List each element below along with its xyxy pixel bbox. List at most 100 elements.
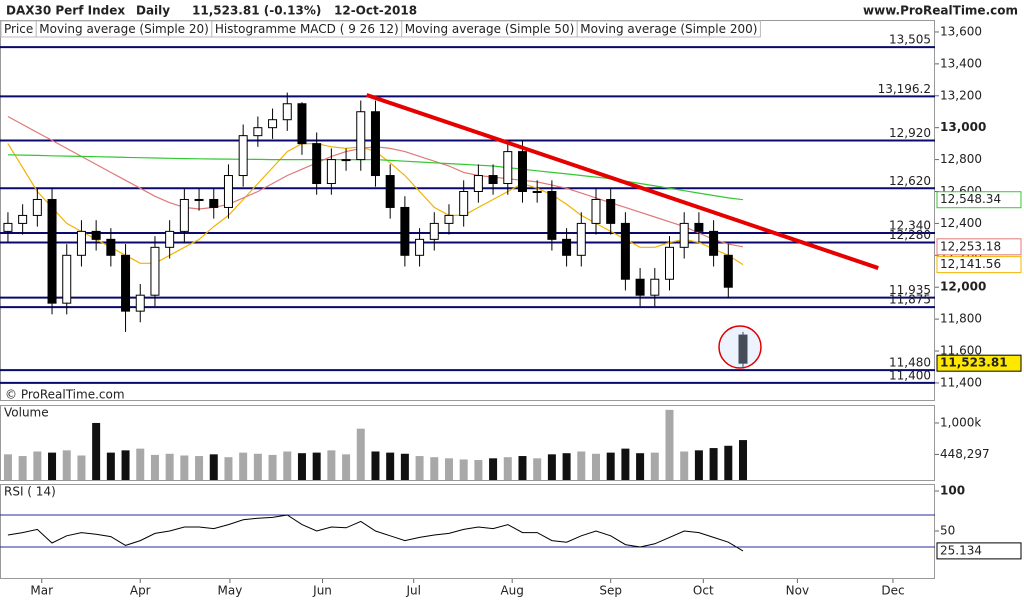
legend-text: Moving average (Simple 20) <box>39 22 209 36</box>
y-tick-label: 1,000k <box>940 415 981 429</box>
candle-body <box>444 214 454 224</box>
volume-bar <box>680 451 689 480</box>
legend-box <box>576 20 761 38</box>
volume-bar <box>430 457 439 480</box>
candle-body <box>723 254 733 288</box>
candle-body <box>209 198 219 208</box>
volume-bar <box>297 453 306 480</box>
legend-item: Price <box>0 20 37 38</box>
level-label: 11,935 <box>889 283 931 297</box>
x-tick-label: Aug <box>500 584 523 598</box>
candle-body <box>32 198 42 216</box>
y-tick-label: 11,800 <box>940 312 982 326</box>
volume-bar <box>165 453 174 480</box>
volume-bar <box>77 455 86 480</box>
candle-body <box>341 159 351 162</box>
legend-item: Moving average (Simple 200) <box>576 20 761 38</box>
candle-body <box>268 119 278 129</box>
volume-bar <box>209 454 218 480</box>
volume-bar <box>327 450 336 480</box>
volume-bar <box>386 452 395 480</box>
ma-badge: 12,548.34 <box>936 191 1022 209</box>
volume-bar <box>48 452 57 480</box>
candle-body <box>635 278 645 296</box>
volume-bar <box>106 452 115 480</box>
legend-item: Moving average (Simple 20) <box>35 20 213 38</box>
candle-body <box>415 238 425 256</box>
y-tick-label: 13,400 <box>940 56 982 70</box>
candle-body <box>488 175 498 185</box>
price-badge-text: 11,523.81 <box>940 356 1008 370</box>
candle-body <box>179 198 189 232</box>
level-label: 13,505 <box>889 33 931 47</box>
candle-body <box>76 230 86 256</box>
site: www.ProRealTime.com <box>863 4 1018 18</box>
candle-body <box>194 198 204 201</box>
candle-body <box>591 198 601 224</box>
candle-body <box>91 230 101 240</box>
volume-bar <box>3 454 12 480</box>
candle-body <box>429 222 439 240</box>
candle-body <box>679 222 689 248</box>
candle-body <box>47 198 57 304</box>
candle-body <box>135 294 145 312</box>
volume-bar <box>121 450 130 480</box>
volume-bar <box>371 451 380 480</box>
y-tick-label: 12,000 <box>940 280 986 294</box>
level-label: 11,875 <box>889 293 931 307</box>
volume-bar <box>577 451 586 480</box>
x-tick-label: May <box>218 584 243 598</box>
volume-bar <box>415 456 424 480</box>
candle-body <box>385 175 395 208</box>
y-tick-label: 100 <box>940 484 965 498</box>
level-label: 11,480 <box>889 356 931 370</box>
ma-badge-text: 12,141.56 <box>940 257 1001 271</box>
y-tick-label: 448,297 <box>940 447 990 461</box>
volume-bar <box>547 454 556 480</box>
ma-badge: 12,141.56 <box>936 256 1022 274</box>
x-tick-label: Jul <box>405 584 420 598</box>
candle-body <box>606 198 616 224</box>
volume-bar <box>92 422 101 480</box>
volume-bar <box>136 448 145 480</box>
candle-body <box>694 222 704 232</box>
y-tick-label: 50 <box>940 524 955 538</box>
x-tick-label: Sep <box>599 584 622 598</box>
candle-body <box>106 238 116 256</box>
symbol: DAX30 Perf Index <box>6 4 125 18</box>
date: 12-Oct-2018 <box>334 4 417 18</box>
x-tick-label: Jun <box>312 584 332 598</box>
volume-bar <box>518 456 527 480</box>
volume-bar <box>283 451 292 480</box>
candle-body <box>473 175 483 192</box>
trendline <box>366 93 879 270</box>
highlight-circle <box>718 325 762 369</box>
volume-bar <box>342 454 351 480</box>
candle-body <box>253 127 263 137</box>
volume-bar <box>444 458 453 480</box>
candle-body <box>356 111 366 161</box>
legend-text: Histogramme MACD ( 9 26 12) <box>215 22 399 36</box>
price-badge: 11,523.81 <box>936 354 1022 372</box>
ma-badge-box <box>936 238 1022 256</box>
ma-badge-box <box>936 191 1022 209</box>
rsi-badge-box <box>936 542 1022 560</box>
candle-body <box>576 222 586 256</box>
volume-bar <box>709 448 718 480</box>
x-tick-label: Mar <box>30 584 53 598</box>
header: DAX30 Perf Index Daily 11,523.81 (-0.13%… <box>6 4 1018 18</box>
y-tick-label: 12,800 <box>940 152 982 166</box>
volume-frame <box>0 405 935 481</box>
volume-bar <box>312 452 321 480</box>
volume-bar <box>239 452 248 480</box>
volume-bar <box>224 457 233 480</box>
candle-body <box>503 151 513 185</box>
copyright: © ProRealTime.com <box>5 388 125 402</box>
candle-body <box>297 103 307 145</box>
candle-body <box>150 246 160 296</box>
candle-body <box>326 159 336 185</box>
volume-bar <box>533 458 542 480</box>
candle-body <box>370 111 380 177</box>
volume-bar <box>474 460 483 480</box>
